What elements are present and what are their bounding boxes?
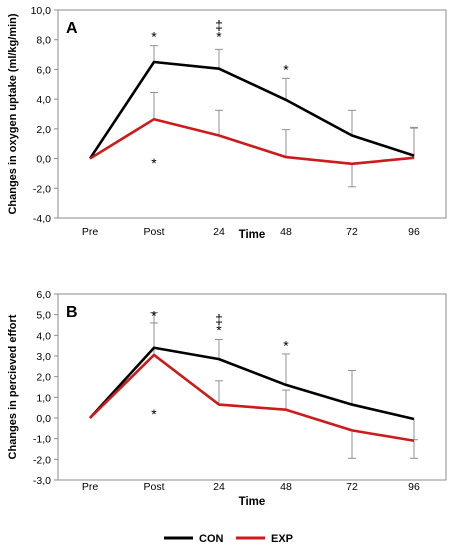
x-tick-label: 24 — [213, 226, 225, 238]
panel-a: -4,0 -2,0 0,0 2,0 4,0 6,0 8,0 10,0 Pre Post 24 48 72… — [7, 5, 447, 241]
x-tick-label: 24 — [213, 481, 225, 493]
y-axis-title: Changes in oxygen uptake (ml/kg/min) — [7, 13, 19, 214]
x-axis-title: Time — [239, 496, 266, 508]
x-tick-label: Post — [143, 226, 164, 238]
series-line-exp — [89, 117, 415, 166]
significance-mark: ‡ — [215, 17, 223, 33]
x-tick-label: 48 — [280, 481, 292, 493]
y-tick-label: 6,0 — [36, 289, 51, 301]
y-tick-label: 8,0 — [36, 35, 51, 47]
y-tick-label: 3,0 — [36, 351, 51, 363]
y-tick-label: -2,0 — [33, 183, 51, 195]
panel-label: B — [66, 304, 78, 321]
legend-label-con: CON — [199, 533, 224, 545]
significance-mark: * — [151, 308, 157, 324]
significance-mark: ‡ — [215, 311, 223, 327]
y-tick-label: 4,0 — [36, 94, 51, 106]
y-tick-label: 4,0 — [36, 330, 51, 342]
y-axis-title: Changes in percieved effort — [7, 314, 19, 459]
significance-mark: * — [151, 155, 157, 171]
x-tick-label: 48 — [280, 226, 292, 238]
x-tick-label: 72 — [346, 481, 358, 493]
y-tick-label: 6,0 — [36, 64, 51, 76]
y-tick-label: 10,0 — [31, 5, 52, 17]
significance-mark: * — [283, 61, 289, 77]
y-tick-label: -1,0 — [33, 434, 51, 446]
significance-mark: * — [151, 406, 157, 422]
plot-frame — [57, 293, 447, 481]
y-tick-label: 2,0 — [36, 372, 51, 384]
x-tick-label: 96 — [408, 481, 420, 493]
y-tick-label: 2,0 — [36, 124, 51, 136]
legend-label-exp: EXP — [271, 533, 293, 545]
x-axis-title: Time — [239, 229, 266, 241]
significance-mark: * — [283, 338, 289, 354]
series-line-con — [88, 60, 415, 160]
panel-b: -3,0 -2,0 -1,0 0,0 1,0 2,0 3,0 4,0 5,0 6,0 Pre Post… — [7, 289, 447, 508]
plot-frame — [57, 9, 447, 219]
y-tick-label: -3,0 — [33, 475, 51, 487]
y-tick-label: 0,0 — [36, 413, 51, 425]
y-tick-label: -2,0 — [33, 454, 51, 466]
panel-label: A — [66, 20, 78, 37]
x-tick-label: Pre — [82, 481, 99, 493]
legend: CON EXP — [164, 533, 293, 545]
series-line-exp — [89, 353, 415, 443]
x-tick-label: 72 — [346, 226, 358, 238]
x-tick-label: Pre — [82, 226, 99, 238]
y-tick-label: -4,0 — [33, 213, 51, 225]
significance-mark: * — [216, 29, 222, 45]
significance-mark: * — [151, 29, 157, 45]
series-line-con — [89, 346, 415, 421]
y-tick-label: 5,0 — [36, 310, 51, 322]
x-tick-label: 96 — [408, 226, 420, 238]
x-tick-label: Post — [143, 481, 164, 493]
significance-mark: * — [216, 322, 222, 338]
y-tick-label: 1,0 — [36, 392, 51, 404]
y-tick-label: 0,0 — [36, 154, 51, 166]
